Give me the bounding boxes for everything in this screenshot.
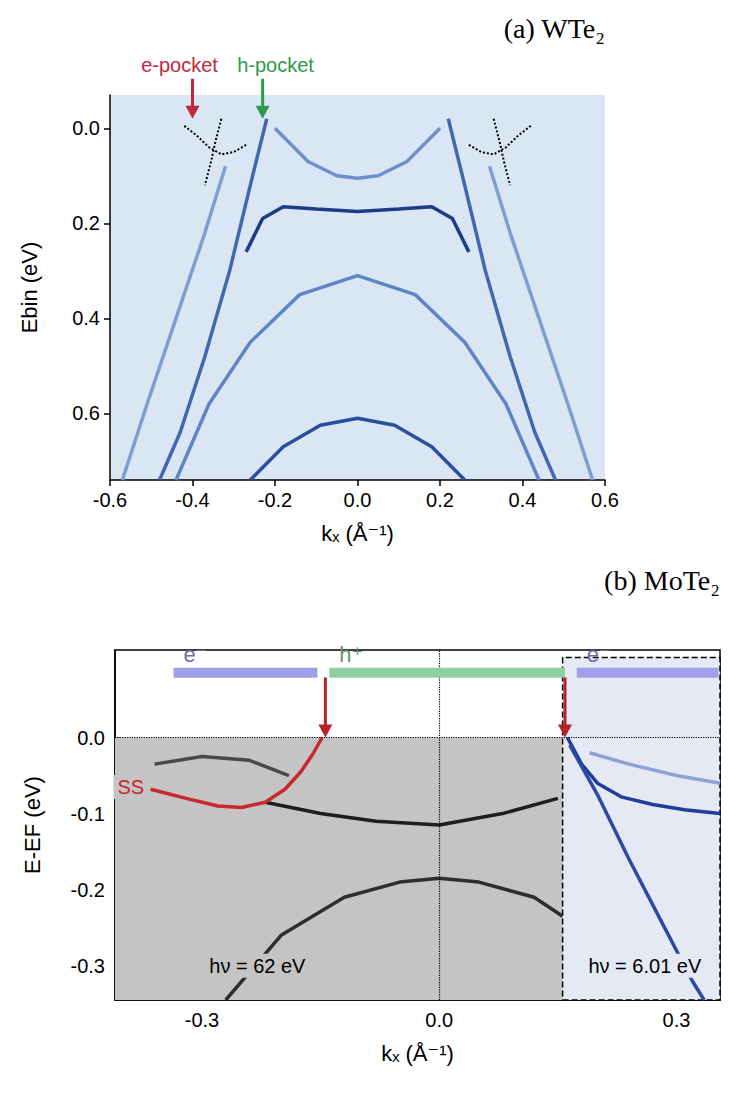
svg-text:hν = 6.01 eV: hν = 6.01 eV	[588, 955, 702, 977]
svg-text:e⁻: e⁻	[587, 642, 611, 667]
svg-text:0.0: 0.0	[72, 117, 100, 139]
svg-text:h-pocket: h-pocket	[237, 54, 314, 76]
svg-text:e⁻: e⁻	[184, 642, 208, 667]
svg-text:0.6: 0.6	[72, 402, 100, 424]
svg-text:(a) WTe₂: (a) WTe₂	[504, 13, 605, 44]
svg-text:0.0: 0.0	[344, 489, 372, 511]
svg-text:-0.4: -0.4	[175, 489, 209, 511]
svg-text:kₓ (Å⁻¹): kₓ (Å⁻¹)	[381, 1041, 454, 1066]
svg-text:kₓ (Å⁻¹): kₓ (Å⁻¹)	[321, 521, 394, 546]
svg-text:0.2: 0.2	[426, 489, 454, 511]
svg-text:0.6: 0.6	[591, 489, 619, 511]
svg-text:0.3: 0.3	[663, 1009, 691, 1031]
svg-text:h⁺: h⁺	[339, 642, 363, 667]
svg-text:0.4: 0.4	[72, 307, 100, 329]
svg-text:Ebin (eV): Ebin (eV)	[17, 242, 42, 334]
svg-text:SS: SS	[117, 776, 144, 798]
svg-text:-0.6: -0.6	[93, 489, 127, 511]
svg-text:0.0: 0.0	[425, 1009, 453, 1031]
svg-text:-0.3: -0.3	[71, 955, 105, 977]
svg-text:0.2: 0.2	[72, 212, 100, 234]
svg-text:E-EF (eV): E-EF (eV)	[20, 776, 45, 874]
svg-text:-0.2: -0.2	[258, 489, 292, 511]
svg-text:hν = 62 eV: hν = 62 eV	[209, 955, 306, 977]
svg-text:-0.1: -0.1	[71, 803, 105, 825]
svg-text:e-pocket: e-pocket	[141, 54, 218, 76]
svg-text:0.0: 0.0	[77, 727, 105, 749]
svg-text:0.4: 0.4	[509, 489, 537, 511]
svg-text:-0.3: -0.3	[185, 1009, 219, 1031]
svg-text:(b) MoTe₂: (b) MoTe₂	[604, 565, 720, 596]
svg-text:-0.2: -0.2	[71, 879, 105, 901]
